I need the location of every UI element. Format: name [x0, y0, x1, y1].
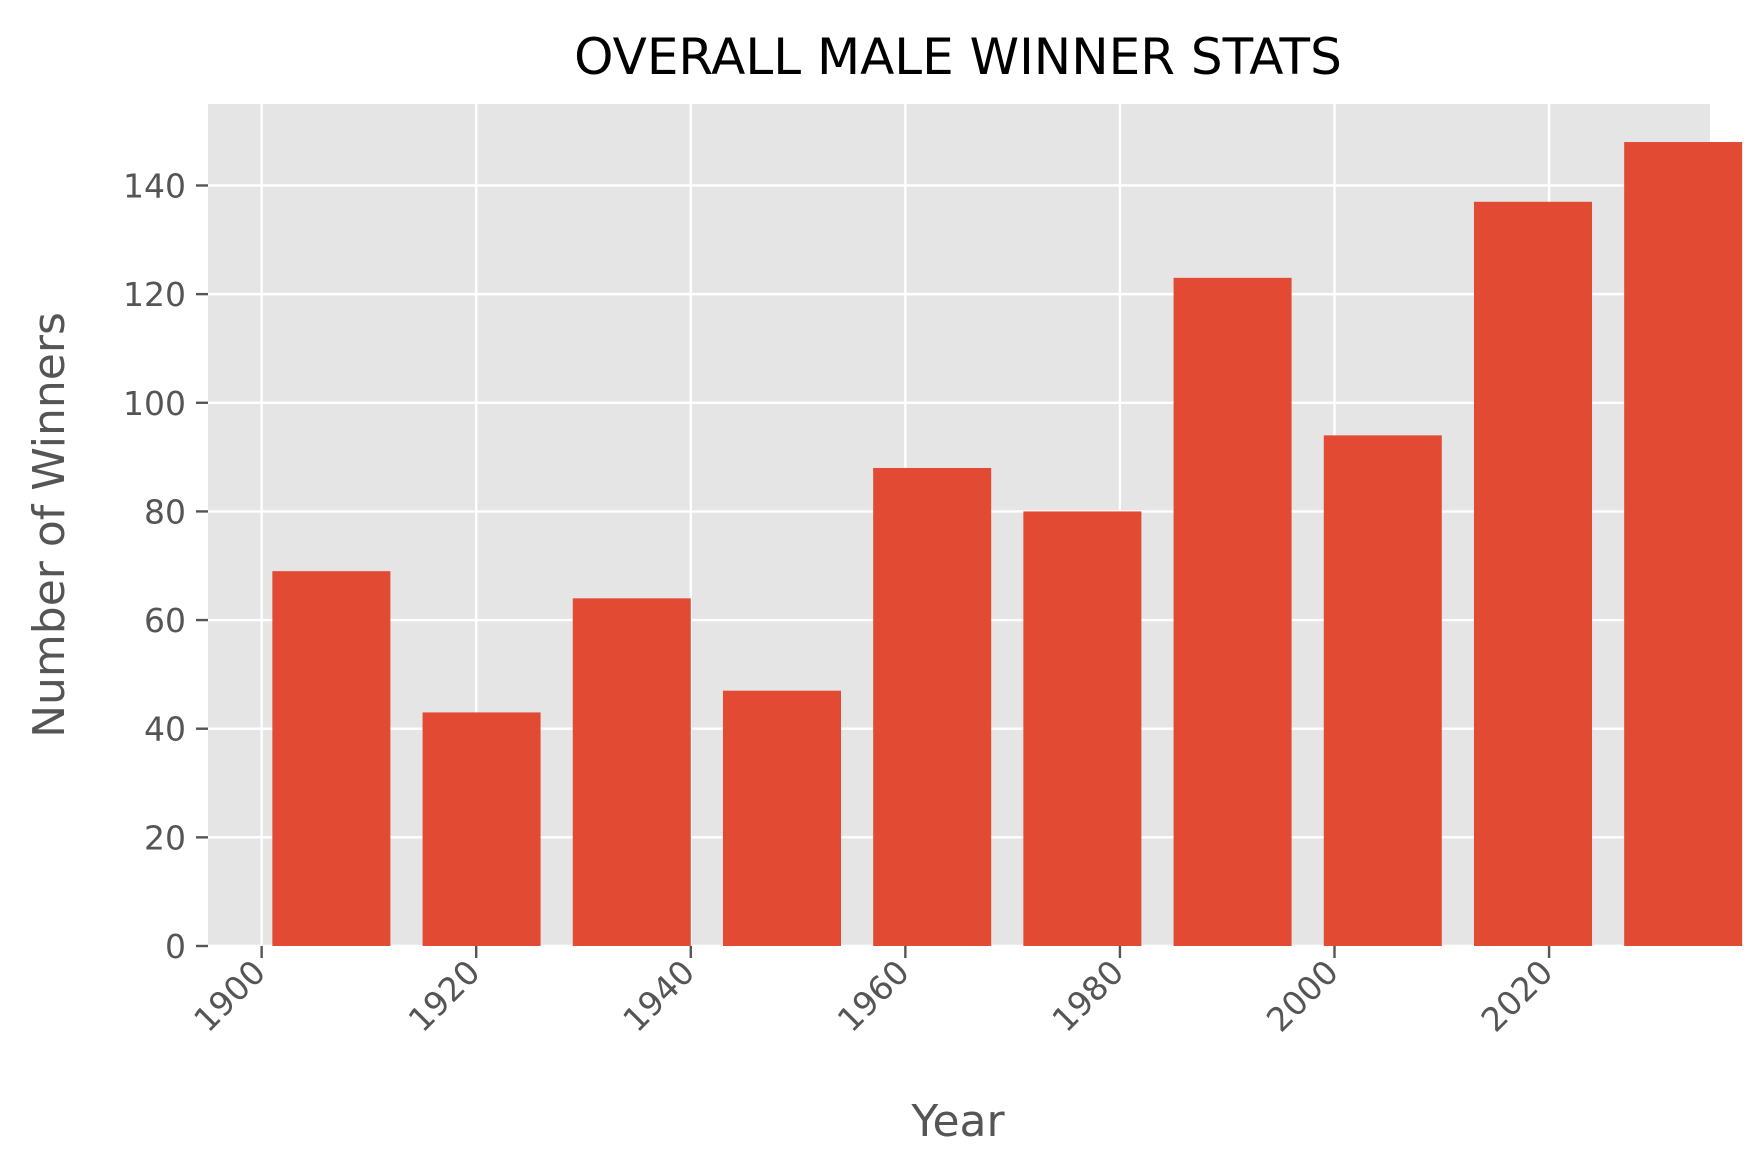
- y-tick-label: 80: [144, 492, 186, 531]
- y-tick-label: 140: [123, 166, 186, 205]
- x-tick-label: 2000: [1259, 952, 1346, 1039]
- y-axis-ticks: 0 20 40 60 80 100 120 140: [123, 166, 208, 966]
- bar: [422, 712, 541, 946]
- x-tick-label: 1960: [830, 952, 917, 1039]
- x-tick-label: 1920: [401, 952, 488, 1039]
- y-tick-label: 100: [123, 384, 186, 423]
- bar: [722, 690, 841, 946]
- y-tick-label: 20: [144, 818, 186, 857]
- chart-title: OVERALL MALE WINNER STATS: [574, 28, 1342, 86]
- bar: [1323, 435, 1442, 946]
- bar: [1173, 277, 1292, 946]
- x-tick-label: 2020: [1473, 952, 1560, 1039]
- bar: [572, 598, 691, 946]
- x-tick-label: 1900: [186, 952, 273, 1039]
- y-tick-label: 40: [144, 710, 186, 749]
- y-tick-label: 120: [123, 275, 186, 314]
- x-axis-ticks: 1900 1920 1940 1960 1980 2000 2020: [186, 946, 1560, 1039]
- x-axis-label: Year: [910, 1096, 1005, 1147]
- x-tick-label: 1940: [615, 952, 702, 1039]
- bar: [873, 467, 992, 946]
- x-tick-label: 1980: [1044, 952, 1131, 1039]
- bar: [272, 571, 391, 946]
- bar: [1023, 511, 1142, 946]
- bar: [1473, 201, 1592, 946]
- y-tick-label: 0: [165, 927, 186, 966]
- bars: [272, 142, 1743, 946]
- bar: [1624, 142, 1743, 946]
- y-tick-label: 60: [144, 601, 186, 640]
- y-axis-label: Number of Winners: [24, 312, 75, 738]
